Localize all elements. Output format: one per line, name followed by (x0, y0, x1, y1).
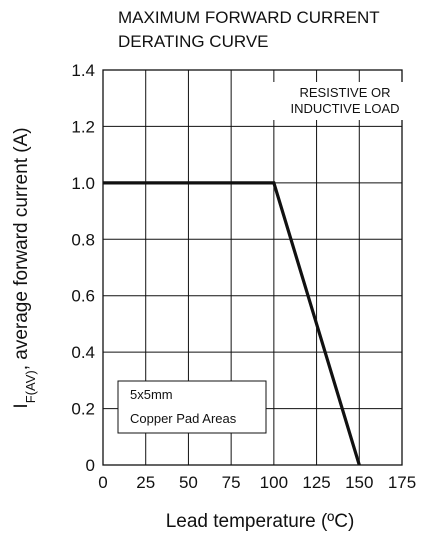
x-axis-title: Lead temperature (ºC) (166, 511, 355, 532)
chart-title-line-2: DERATING CURVE (118, 32, 269, 51)
x-tick-label: 150 (345, 473, 373, 492)
load-note-background (272, 82, 418, 120)
x-tick-label: 175 (388, 473, 416, 492)
curve-layer (102, 181, 361, 466)
y-tick-label: 1.4 (71, 61, 95, 80)
y-axis-title-rest: , average forward current (A) (11, 127, 32, 370)
tick-layer: 0 25 50 75 100 125 150 175 0 0.2 0.4 0.6 0.8 1.0 1.2 1.… (71, 61, 416, 492)
x-tick-label: 100 (260, 473, 288, 492)
y-axis-title-subscript: F(AV) (23, 370, 38, 403)
x-tick-label: 0 (98, 473, 107, 492)
y-tick-label: 1.0 (71, 174, 95, 193)
y-tick-label: 0.8 (71, 230, 95, 249)
y-tick-label: 0.6 (71, 287, 95, 306)
load-note-line-1: RESISTIVE OR (299, 85, 390, 100)
pad-note-line-2: Copper Pad Areas (130, 411, 237, 426)
pad-note-line-1: 5x5mm (130, 387, 173, 402)
x-tick-label: 125 (302, 473, 330, 492)
y-tick-label: 0.2 (71, 400, 95, 419)
pad-note-box (117, 380, 267, 434)
x-tick-label: 75 (222, 473, 241, 492)
load-note-line-2: INDUCTIVE LOAD (290, 101, 399, 116)
y-tick-label: 0.4 (71, 343, 95, 362)
y-tick-label: 1.2 (71, 117, 95, 136)
y-axis-title-prefix: I (11, 403, 32, 408)
y-tick-label: 0 (86, 456, 95, 475)
x-tick-label: 25 (136, 473, 155, 492)
plot-frame (102, 69, 403, 466)
y-axis-title: IF(AV), average forward current (A) (11, 127, 38, 408)
x-tick-label: 50 (179, 473, 198, 492)
chart-title-line-1: MAXIMUM FORWARD CURRENT (118, 8, 380, 27)
